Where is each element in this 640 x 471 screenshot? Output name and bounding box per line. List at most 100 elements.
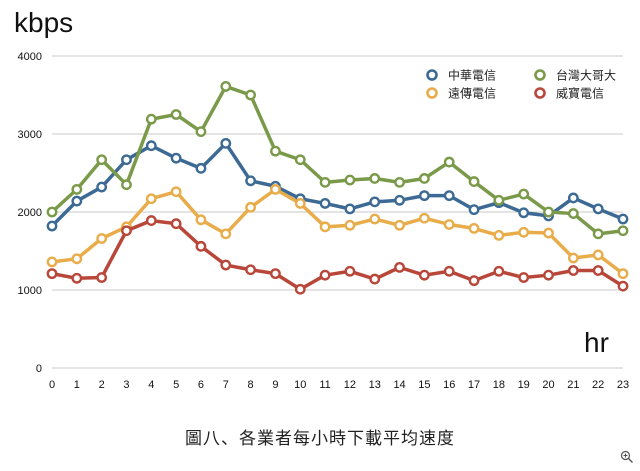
x-tick-1: 1 — [74, 379, 80, 391]
data-point — [369, 173, 381, 184]
data-point — [319, 221, 331, 233]
data-point — [617, 213, 629, 225]
data-point — [220, 81, 232, 92]
x-tick-16: 16 — [443, 379, 455, 391]
y-tick-0: 0 — [36, 363, 42, 375]
x-tick-0: 0 — [49, 379, 55, 391]
data-point — [245, 264, 257, 276]
x-tick-2: 2 — [99, 379, 105, 391]
legend-item-2: 遠傳電信 — [426, 87, 496, 101]
legend-marker — [534, 87, 546, 99]
data-point — [46, 268, 58, 280]
x-tick-20: 20 — [542, 379, 554, 391]
data-point — [369, 196, 381, 208]
data-point — [270, 268, 281, 280]
data-point — [617, 280, 629, 292]
data-point — [96, 233, 108, 244]
data-point — [394, 261, 405, 273]
x-tick-3: 3 — [123, 379, 129, 391]
zoom-in-icon[interactable] — [620, 450, 634, 464]
data-point — [543, 269, 554, 281]
x-tick-19: 19 — [518, 379, 530, 391]
data-point — [543, 227, 554, 239]
x-tick-15: 15 — [418, 379, 430, 391]
data-point — [592, 203, 604, 215]
data-point — [493, 229, 505, 241]
x-tick-9: 9 — [272, 379, 278, 391]
data-point — [592, 249, 604, 261]
data-point — [294, 283, 306, 295]
data-point — [468, 222, 480, 234]
data-point — [518, 226, 530, 238]
data-point — [71, 183, 83, 195]
data-point — [96, 272, 108, 283]
x-tick-8: 8 — [248, 379, 254, 391]
data-point — [170, 186, 182, 198]
x-tick-23: 23 — [617, 379, 629, 391]
data-point — [493, 194, 505, 206]
data-point — [46, 220, 58, 232]
y-tick-2000: 2000 — [18, 207, 42, 219]
data-point — [145, 140, 157, 152]
data-point — [518, 188, 530, 200]
figure-caption: 圖八、各業者每小時下載平均速度 — [185, 429, 455, 449]
data-point — [71, 195, 83, 207]
legend-label: 遠傳電信 — [448, 87, 496, 101]
legend-marker — [426, 87, 438, 99]
data-point — [518, 272, 530, 283]
data-point — [121, 225, 132, 237]
data-point — [220, 228, 232, 240]
data-point — [170, 109, 182, 120]
x-tick-18: 18 — [493, 379, 505, 391]
data-point — [418, 173, 430, 184]
x-tick-12: 12 — [344, 379, 356, 391]
data-point — [170, 218, 182, 230]
x-tick-4: 4 — [148, 379, 154, 391]
data-point — [71, 272, 83, 284]
legend-item-1: 台灣大哥大 — [534, 68, 616, 83]
data-point — [543, 206, 554, 218]
data-point — [96, 154, 108, 166]
x-axis-label: hr — [584, 327, 609, 358]
data-point — [493, 265, 505, 277]
legend-marker — [426, 69, 438, 81]
data-point — [468, 275, 480, 287]
data-point — [617, 225, 629, 237]
data-point — [46, 256, 58, 268]
legend-label: 威寶電信 — [556, 86, 604, 101]
data-point — [96, 181, 108, 193]
data-point — [170, 152, 182, 164]
x-tick-7: 7 — [223, 379, 229, 391]
legend-item-0: 中華電信 — [426, 68, 496, 83]
data-point — [592, 228, 604, 240]
data-point — [245, 201, 257, 213]
data-point — [394, 176, 405, 188]
data-point — [71, 253, 83, 265]
data-point — [46, 206, 58, 218]
data-point — [319, 176, 331, 188]
data-point — [344, 219, 356, 231]
data-point — [270, 183, 281, 195]
data-point — [245, 89, 257, 101]
x-tick-22: 22 — [592, 379, 604, 391]
data-point — [121, 154, 132, 166]
data-point — [468, 204, 480, 216]
data-point — [418, 212, 430, 224]
series-2 — [46, 183, 629, 280]
data-point — [145, 215, 157, 226]
x-tick-14: 14 — [393, 379, 405, 391]
x-tick-21: 21 — [567, 379, 579, 391]
data-point — [220, 259, 232, 271]
data-point — [394, 219, 405, 231]
data-point — [344, 203, 356, 215]
x-tick-labels: 0 1 2 3 4 5 6 7 8 9 10 11 12 13 14 15 16 17 18 19 20 21 22 23 — [49, 379, 629, 391]
data-point — [145, 193, 157, 205]
data-point — [418, 190, 430, 202]
data-point — [394, 194, 405, 206]
data-point — [418, 269, 430, 281]
legend-label: 台灣大哥大 — [556, 68, 616, 83]
data-point — [270, 145, 281, 157]
data-point — [195, 126, 207, 138]
data-point — [567, 265, 579, 276]
